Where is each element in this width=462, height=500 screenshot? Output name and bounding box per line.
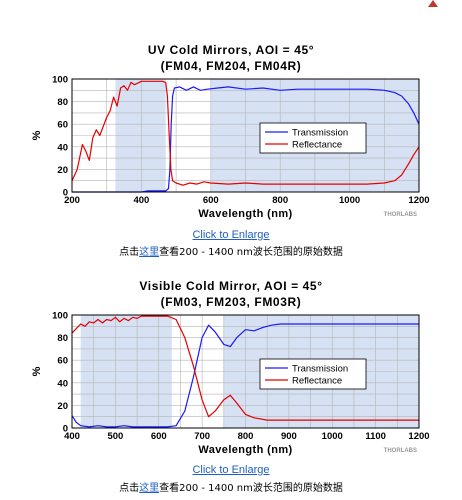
y-tick-label: 100 bbox=[52, 75, 68, 86]
x-tick-label: 1000 bbox=[339, 195, 360, 206]
x-tick-label: 500 bbox=[107, 431, 123, 442]
x-tick-label: 400 bbox=[133, 195, 149, 206]
legend-label: Reflectance bbox=[292, 376, 342, 387]
thorlabs-watermark: THORLABS bbox=[384, 448, 417, 454]
legend-box bbox=[259, 122, 367, 154]
series-line-reflectance bbox=[71, 80, 420, 186]
y-tick-label: 20 bbox=[57, 165, 68, 176]
y-tick-label: 100 bbox=[52, 311, 68, 322]
y-axis-label: % bbox=[31, 366, 43, 376]
x-tick-label: 700 bbox=[194, 431, 210, 442]
plot-frame bbox=[71, 314, 420, 429]
x-tick-label: 1200 bbox=[408, 195, 429, 206]
click-to-enlarge-link[interactable]: Click to Enlarge bbox=[192, 229, 270, 241]
chart-subtitle: (FM03, FM203, FM03R) bbox=[160, 295, 302, 309]
chart-subtitle: (FM04, FM204, FM04R) bbox=[160, 59, 302, 73]
raw-data-prefix: 点击 bbox=[119, 247, 140, 258]
y-tick-label: 40 bbox=[57, 142, 68, 153]
legend-label: Transmission bbox=[292, 364, 348, 375]
raw-data-line: 点击这里查看200 - 1400 nm波长范围的原始数据 bbox=[0, 243, 462, 258]
raw-data-suffix: 查看200 - 1400 nm波长范围的原始数据 bbox=[159, 247, 343, 258]
raw-data-link[interactable]: 这里 bbox=[139, 247, 160, 258]
y-tick-label: 0 bbox=[63, 188, 68, 199]
series-line-reflectance bbox=[71, 315, 419, 421]
x-tick-label: 800 bbox=[238, 431, 254, 442]
raw-data-link[interactable]: 这里 bbox=[139, 483, 160, 494]
y-tick-label: 60 bbox=[57, 120, 68, 131]
x-tick-label: 600 bbox=[203, 195, 219, 206]
x-tick-label: 900 bbox=[281, 431, 297, 442]
x-tick-label: 1100 bbox=[365, 431, 386, 442]
thorlabs-watermark: THORLABS bbox=[384, 212, 417, 218]
y-tick-label: 80 bbox=[57, 333, 68, 344]
x-tick-label: 800 bbox=[272, 195, 288, 206]
plot-frame bbox=[71, 78, 420, 193]
chart-title: UV Cold Mirrors, AOI = 45° bbox=[147, 43, 315, 57]
y-tick-label: 0 bbox=[63, 424, 68, 435]
chart-title: Visible Cold Mirror, AOI = 45° bbox=[139, 279, 323, 293]
legend-label: Reflectance bbox=[292, 140, 342, 151]
raw-data-line: 点击这里查看200 - 1400 nm波长范围的原始数据 bbox=[0, 479, 462, 494]
x-tick-label: 200 bbox=[64, 195, 80, 206]
x-tick-label: 400 bbox=[64, 431, 80, 442]
series-line-transmission bbox=[71, 323, 419, 428]
triangle-up-icon[interactable] bbox=[428, 0, 438, 7]
x-tick-label: 600 bbox=[151, 431, 167, 442]
raw-data-suffix: 查看200 - 1400 nm波长范围的原始数据 bbox=[159, 483, 343, 494]
y-tick-label: 40 bbox=[57, 378, 68, 389]
y-tick-label: 20 bbox=[57, 401, 68, 412]
x-axis-label: Wavelength (nm) bbox=[198, 208, 292, 220]
raw-data-prefix: 点击 bbox=[119, 483, 140, 494]
legend-label: Transmission bbox=[292, 128, 348, 139]
legend-box bbox=[259, 358, 367, 390]
y-tick-label: 80 bbox=[57, 97, 68, 108]
click-to-enlarge-link[interactable]: Click to Enlarge bbox=[192, 464, 270, 476]
series-line-transmission bbox=[72, 86, 420, 193]
y-axis-label: % bbox=[31, 130, 43, 140]
x-axis-label: Wavelength (nm) bbox=[198, 444, 292, 456]
x-tick-label: 1200 bbox=[408, 431, 429, 442]
y-tick-label: 60 bbox=[57, 356, 68, 367]
x-tick-label: 1000 bbox=[322, 431, 343, 442]
